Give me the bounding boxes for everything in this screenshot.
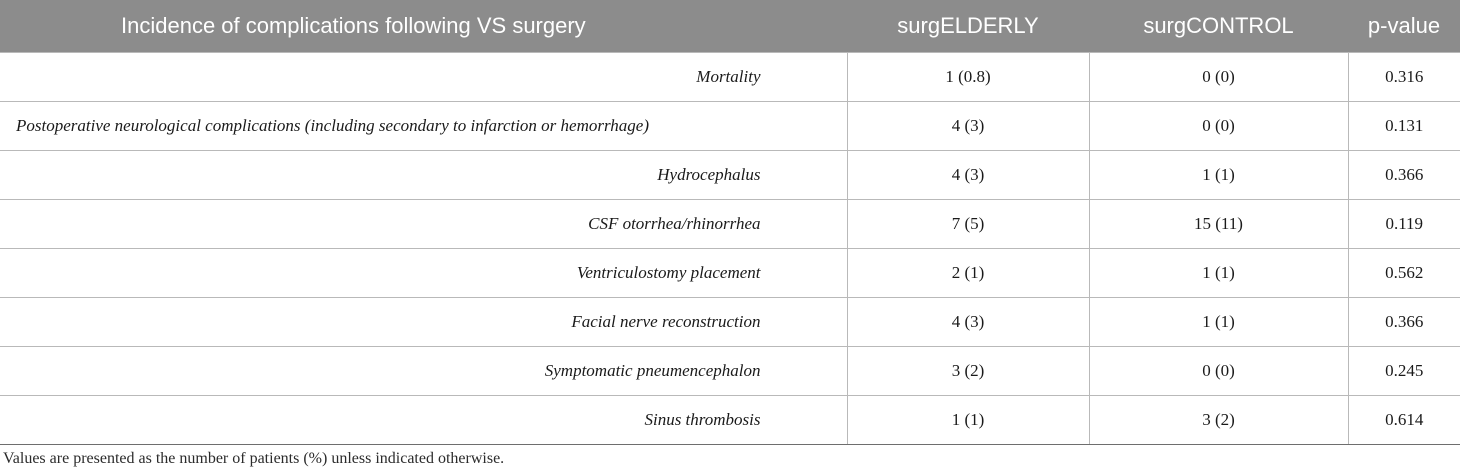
cell-p-value: 0.614 bbox=[1347, 395, 1460, 445]
row-label: Symptomatic pneumencephalon bbox=[0, 346, 848, 396]
cell-surg-elderly: 3 (2) bbox=[846, 346, 1090, 396]
cell-surg-control: 0 (0) bbox=[1088, 346, 1349, 396]
cell-p-value: 0.245 bbox=[1347, 346, 1460, 396]
header-p-value: p-value bbox=[1348, 0, 1460, 53]
cell-surg-elderly: 2 (1) bbox=[846, 248, 1090, 298]
cell-surg-elderly: 4 (3) bbox=[846, 101, 1090, 151]
table-body: Mortality 1 (0.8) 0 (0) 0.316 Postoperat… bbox=[0, 52, 1460, 445]
header-row: Incidence of complications following VS … bbox=[0, 0, 1460, 53]
cell-p-value: 0.366 bbox=[1347, 297, 1460, 347]
row-label: Mortality bbox=[0, 52, 848, 102]
cell-p-value: 0.562 bbox=[1347, 248, 1460, 298]
table-row: CSF otorrhea/rhinorrhea 7 (5) 15 (11) 0.… bbox=[0, 199, 1460, 249]
cell-surg-control: 3 (2) bbox=[1088, 395, 1349, 445]
complications-table-container: Incidence of complications following VS … bbox=[0, 0, 1460, 445]
row-label: Sinus thrombosis bbox=[0, 395, 848, 445]
table-row: Ventriculostomy placement 2 (1) 1 (1) 0.… bbox=[0, 248, 1460, 298]
row-label: Ventriculostomy placement bbox=[0, 248, 848, 298]
cell-surg-control: 1 (1) bbox=[1088, 248, 1349, 298]
cell-surg-control: 0 (0) bbox=[1088, 52, 1349, 102]
cell-surg-elderly: 1 (1) bbox=[846, 395, 1090, 445]
header-surg-control: surgCONTROL bbox=[1089, 0, 1348, 53]
cell-surg-control: 0 (0) bbox=[1088, 101, 1349, 151]
table-header: Incidence of complications following VS … bbox=[0, 0, 1460, 53]
table-footnote: Values are presented as the number of pa… bbox=[3, 450, 505, 467]
row-label: Facial nerve reconstruction bbox=[0, 297, 848, 347]
table-row: Mortality 1 (0.8) 0 (0) 0.316 bbox=[0, 52, 1460, 102]
table-row: Symptomatic pneumencephalon 3 (2) 0 (0) … bbox=[0, 346, 1460, 396]
row-label: Hydrocephalus bbox=[0, 150, 848, 200]
cell-surg-elderly: 1 (0.8) bbox=[846, 52, 1090, 102]
table-row: Sinus thrombosis 1 (1) 3 (2) 0.614 bbox=[0, 395, 1460, 445]
cell-surg-control: 15 (11) bbox=[1088, 199, 1349, 249]
cell-surg-elderly: 7 (5) bbox=[846, 199, 1090, 249]
cell-surg-elderly: 4 (3) bbox=[846, 150, 1090, 200]
header-surg-elderly: surgELDERLY bbox=[847, 0, 1089, 53]
cell-p-value: 0.316 bbox=[1347, 52, 1460, 102]
cell-p-value: 0.131 bbox=[1347, 101, 1460, 151]
header-complication: Incidence of complications following VS … bbox=[0, 0, 847, 53]
cell-surg-control: 1 (1) bbox=[1088, 150, 1349, 200]
row-label: Postoperative neurological complications… bbox=[0, 101, 848, 151]
table-row: Postoperative neurological complications… bbox=[0, 101, 1460, 151]
cell-surg-control: 1 (1) bbox=[1088, 297, 1349, 347]
table-row: Hydrocephalus 4 (3) 1 (1) 0.366 bbox=[0, 150, 1460, 200]
row-label: CSF otorrhea/rhinorrhea bbox=[0, 199, 848, 249]
cell-surg-elderly: 4 (3) bbox=[846, 297, 1090, 347]
complications-table: Incidence of complications following VS … bbox=[0, 0, 1460, 445]
table-row: Facial nerve reconstruction 4 (3) 1 (1) … bbox=[0, 297, 1460, 347]
cell-p-value: 0.366 bbox=[1347, 150, 1460, 200]
cell-p-value: 0.119 bbox=[1347, 199, 1460, 249]
